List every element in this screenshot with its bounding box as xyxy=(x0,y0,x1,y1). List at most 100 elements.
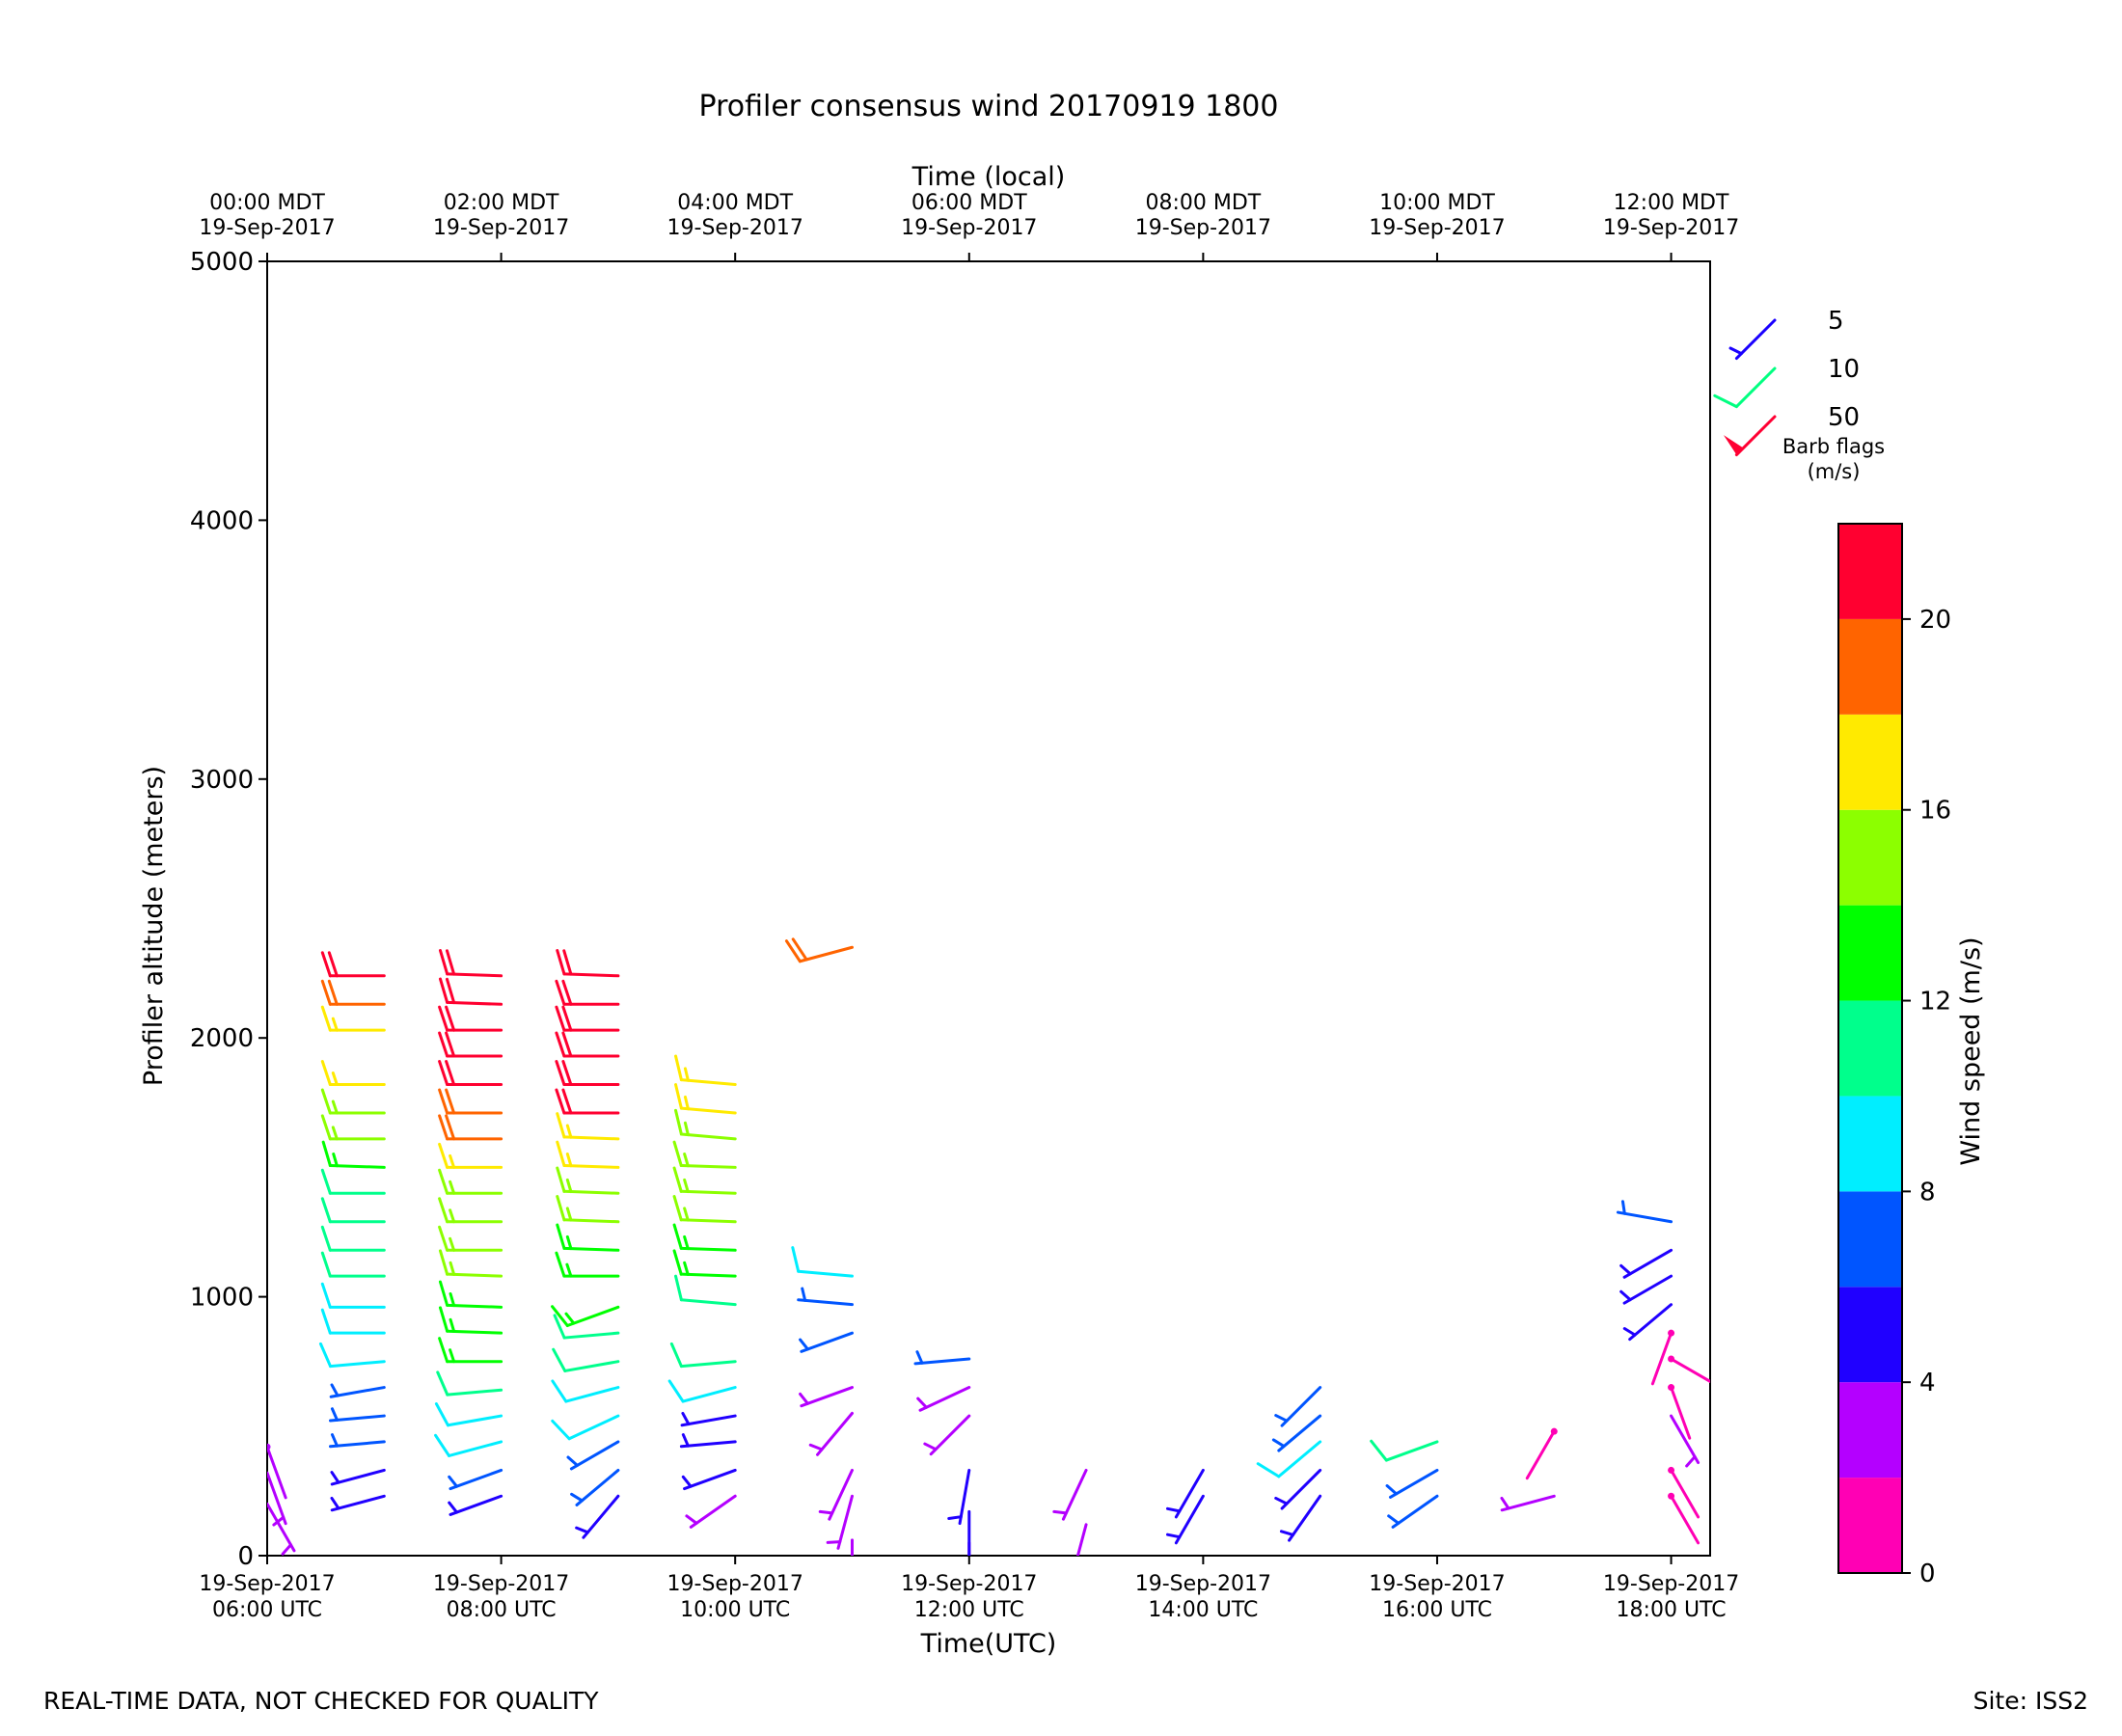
wind-barb xyxy=(434,1402,503,1427)
colorbar-tick-label: 4 xyxy=(1919,1369,1936,1397)
wind-barb xyxy=(329,1383,386,1398)
barb-shaft xyxy=(330,1468,386,1486)
barb-half xyxy=(565,1234,573,1251)
legend-barb xyxy=(1728,318,1777,361)
wind-barb xyxy=(438,1306,503,1335)
barb-full xyxy=(320,1088,332,1115)
barb-full xyxy=(556,1166,566,1193)
barb-shaft xyxy=(1525,1429,1556,1480)
barb-full xyxy=(438,1031,449,1058)
barb-full xyxy=(555,1060,566,1087)
barb-shaft xyxy=(1277,1414,1322,1452)
barb-calm-dot xyxy=(267,1443,271,1451)
barb-half xyxy=(681,1411,691,1426)
wind-barb xyxy=(685,1494,737,1529)
barb-shaft xyxy=(681,1386,737,1403)
barb-full xyxy=(320,1282,332,1309)
top-x-tick-label-date: 19-Sep-2017 xyxy=(433,216,569,240)
barb-shaft xyxy=(329,1440,386,1449)
wind-barb xyxy=(556,1166,620,1195)
barb-shaft xyxy=(562,1331,620,1340)
wind-barb xyxy=(320,1060,386,1087)
wind-barb xyxy=(553,1314,620,1340)
colorbar-tick-label: 0 xyxy=(1919,1560,1936,1588)
wind-barb xyxy=(818,1468,854,1521)
barb-half xyxy=(449,1180,456,1195)
barb-half xyxy=(1620,1200,1626,1215)
barb-shaft xyxy=(267,1471,287,1526)
barb-half xyxy=(565,1207,573,1222)
x-tick-label-date: 19-Sep-2017 xyxy=(667,1572,803,1596)
footer-site: Site: ISS2 xyxy=(1973,1687,2088,1715)
barb-profile xyxy=(1500,1427,1558,1512)
barb-half xyxy=(449,1317,456,1333)
wind-barb xyxy=(552,1347,620,1372)
barb-full xyxy=(321,1140,332,1167)
barb-shaft xyxy=(1174,1494,1205,1545)
barb-full xyxy=(320,951,332,978)
barb-full xyxy=(445,1088,456,1115)
x-tick-label-time: 10:00 UTC xyxy=(680,1598,790,1622)
barb-shaft xyxy=(679,1298,737,1307)
barb-profile xyxy=(1256,1386,1322,1542)
barb-half xyxy=(566,1455,579,1467)
colorbar-tick-label: 8 xyxy=(1919,1178,1936,1207)
barb-half xyxy=(799,1338,809,1351)
barb-full xyxy=(445,949,456,976)
barb-half xyxy=(923,1442,938,1451)
wind-barb xyxy=(329,1407,386,1423)
barb-profile xyxy=(318,951,386,1512)
barb-half xyxy=(915,1350,924,1365)
barb-shaft xyxy=(679,1106,737,1115)
barb-calm-dot xyxy=(1668,1355,1675,1363)
barb-shaft xyxy=(564,1386,620,1403)
barb-half xyxy=(1165,1533,1182,1539)
x-tick-label-date: 19-Sep-2017 xyxy=(1369,1572,1505,1596)
barb-shaft xyxy=(446,1303,503,1309)
wind-barb xyxy=(555,1060,620,1087)
barb-profile xyxy=(1165,1468,1205,1545)
barb-full xyxy=(674,1083,683,1110)
wind-barb xyxy=(1619,1274,1673,1305)
barb-profile xyxy=(1052,1468,1088,1556)
wind-barb xyxy=(672,1249,737,1278)
top-x-tick-label-time: 02:00 MDT xyxy=(444,191,559,215)
barb-half xyxy=(683,1067,690,1082)
barb-full xyxy=(561,979,573,1006)
wind-barb xyxy=(555,1251,620,1278)
barb-legend: Barb flags (m/s) 5 10 50 xyxy=(1713,307,1885,483)
wind-barb xyxy=(329,1433,386,1449)
barb-half xyxy=(685,1514,698,1525)
barb-half xyxy=(801,1287,807,1302)
barb-shaft xyxy=(1670,1357,1710,1384)
barb-flag xyxy=(1723,435,1744,455)
wind-barb xyxy=(669,1342,737,1369)
barb-shaft xyxy=(1391,1494,1439,1529)
barb-shaft xyxy=(446,972,503,978)
barb-half xyxy=(840,1587,852,1591)
wind-barb xyxy=(840,1538,854,1591)
barb-half xyxy=(826,1540,842,1544)
wind-barb xyxy=(320,1225,386,1252)
wind-barb xyxy=(320,1197,386,1224)
wind-barb xyxy=(330,1494,386,1512)
barb-shaft xyxy=(679,1078,737,1087)
colorbar-tick-label: 12 xyxy=(1919,988,1951,1017)
barb-full xyxy=(320,1114,332,1141)
top-x-tick-label-date: 19-Sep-2017 xyxy=(1369,216,1505,240)
barb-shaft xyxy=(918,1386,971,1412)
top-x-tick-label-date: 19-Sep-2017 xyxy=(901,216,1037,240)
barb-profile xyxy=(1370,1439,1439,1529)
barb-shaft xyxy=(1622,1248,1673,1279)
barb-full xyxy=(674,1274,683,1302)
barb-half xyxy=(916,1397,928,1409)
barb-shaft xyxy=(1628,1303,1673,1342)
barb-half xyxy=(330,1407,339,1422)
barb-full xyxy=(434,1402,449,1427)
barb-shaft xyxy=(1174,1468,1205,1519)
colorbar-bin xyxy=(1838,1000,1902,1097)
wind-barb xyxy=(575,1494,620,1539)
barb-shaft xyxy=(575,1468,620,1506)
barb-layer xyxy=(267,937,1710,1591)
